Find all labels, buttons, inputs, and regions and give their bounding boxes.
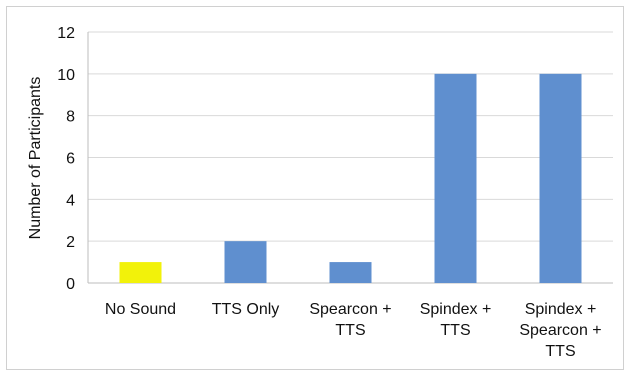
labels: 0 2 4 6 8 10 12 No Sound TTS Only Spearcon + TTS Sp… <box>57 25 601 360</box>
x-category-label: TTS Only <box>212 301 280 318</box>
chart-frame <box>6 6 624 370</box>
x-category-label: No Sound <box>105 301 176 318</box>
y-tick-label: 12 <box>57 25 75 42</box>
y-tick-label: 10 <box>57 67 75 84</box>
bar <box>329 262 372 283</box>
y-tick-label: 8 <box>66 109 75 126</box>
bar <box>119 262 162 283</box>
x-category-label: Spindex + Spearcon + TTS <box>519 301 601 360</box>
bar <box>539 73 582 283</box>
y-tick-label: 4 <box>66 192 75 209</box>
y-tick-label: 6 <box>66 151 75 168</box>
y-tick-label: 0 <box>66 276 75 293</box>
bar <box>224 241 267 283</box>
y-axis-title: Number of Participants <box>27 77 44 240</box>
x-category-label: Spindex + TTS <box>420 301 492 339</box>
bars <box>119 73 582 283</box>
bar <box>434 73 477 283</box>
x-category-label: Spearcon + TTS <box>309 301 391 339</box>
y-tick-label: 2 <box>66 234 75 251</box>
gridlines <box>88 31 613 242</box>
